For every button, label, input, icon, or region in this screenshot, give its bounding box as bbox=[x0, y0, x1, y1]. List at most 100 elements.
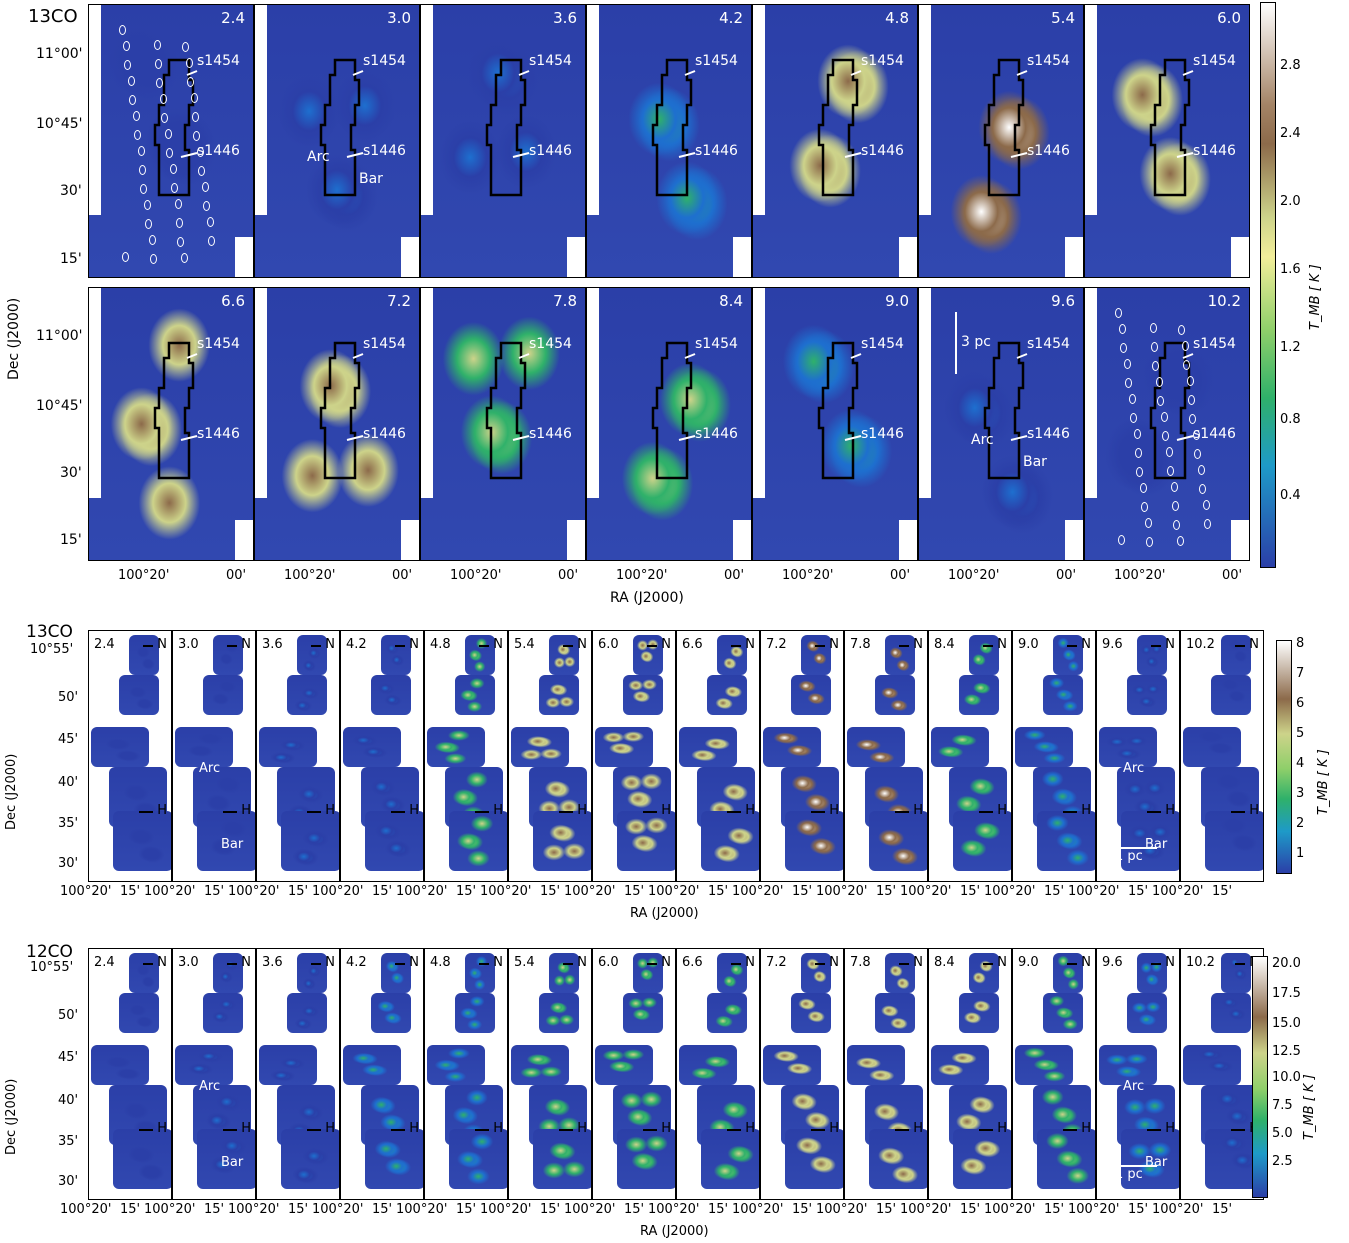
channel-panel: 5.4 s1454 s1446 bbox=[918, 4, 1084, 278]
north-marker: N bbox=[1249, 637, 1259, 652]
region-contour bbox=[983, 341, 1028, 480]
channel-panel: 8.4 N H bbox=[928, 948, 1012, 1200]
xtick: 15' bbox=[1128, 884, 1149, 899]
ytick: 40' bbox=[58, 1093, 79, 1108]
map-region bbox=[465, 953, 495, 993]
velocity-label: 6.6 bbox=[682, 955, 703, 970]
velocity-label: 10.2 bbox=[1207, 292, 1241, 310]
pointer-line bbox=[850, 70, 862, 76]
map-region bbox=[129, 953, 159, 993]
colorbar-tick: 6 bbox=[1296, 696, 1305, 711]
source-ellipse bbox=[156, 78, 163, 88]
xtick: 100°20' bbox=[984, 1202, 1036, 1217]
source-ellipse bbox=[193, 131, 200, 141]
source-ellipse bbox=[1136, 467, 1143, 477]
map-region bbox=[511, 727, 569, 767]
ytick: 35' bbox=[58, 816, 79, 831]
xtick: 100°20' bbox=[948, 568, 1000, 583]
velocity-label: 6.0 bbox=[598, 955, 619, 970]
xtick: 100°20' bbox=[648, 1202, 700, 1217]
map-region bbox=[885, 635, 915, 675]
source-ellipse bbox=[133, 111, 140, 121]
north-marker: N bbox=[745, 637, 755, 652]
map-region bbox=[371, 993, 411, 1033]
bar-label: Bar bbox=[1145, 837, 1168, 852]
channel-panel: 4.8 N H bbox=[424, 630, 508, 882]
map-region bbox=[343, 727, 401, 767]
map-region bbox=[455, 993, 495, 1033]
source-ellipse bbox=[198, 166, 205, 176]
pointer-line bbox=[1010, 435, 1028, 441]
xtick: 00' bbox=[558, 568, 579, 583]
north-marker: N bbox=[997, 955, 1007, 970]
source-ellipse bbox=[165, 129, 172, 139]
channel-panel: 2.4 s1454 s1446 bbox=[88, 4, 254, 278]
colorbar-tick: 12.5 bbox=[1272, 1044, 1301, 1059]
pointer-line bbox=[844, 435, 862, 441]
map-region bbox=[129, 635, 159, 675]
bar-label: Bar bbox=[221, 837, 244, 852]
xtick: 100°20' bbox=[60, 884, 112, 899]
bot-ylabel: Dec (J2000) bbox=[4, 1078, 19, 1155]
source-ellipse bbox=[1119, 324, 1126, 334]
source-ellipse bbox=[1199, 484, 1206, 494]
contour-path bbox=[1149, 341, 1191, 480]
xtick: 00' bbox=[392, 568, 413, 583]
map-region bbox=[1015, 1045, 1073, 1085]
blank-region bbox=[733, 520, 751, 560]
source-ellipse bbox=[1141, 502, 1148, 512]
north-marker: N bbox=[577, 637, 587, 652]
pointer-line bbox=[346, 435, 364, 441]
mid-molecule-label: 13CO bbox=[26, 622, 73, 642]
xtick: 15' bbox=[624, 884, 645, 899]
marker-dash bbox=[307, 1129, 321, 1131]
channel-panel: 7.8 s1454 s1446 bbox=[420, 287, 586, 561]
contour-path bbox=[319, 341, 361, 480]
blank-region bbox=[899, 520, 917, 560]
xtick: 100°20' bbox=[228, 884, 280, 899]
map-region bbox=[91, 727, 149, 767]
pointer-line bbox=[684, 353, 696, 359]
mid-colorbar-label: T_MB [ K ] bbox=[1316, 749, 1331, 815]
contour-path bbox=[817, 58, 859, 197]
map-region bbox=[287, 993, 327, 1033]
xtick: 100°20' bbox=[396, 884, 448, 899]
map-region bbox=[455, 675, 495, 715]
channel-panel: 5.4 N H bbox=[508, 630, 592, 882]
xtick: 100°20' bbox=[564, 884, 616, 899]
ytick: 50' bbox=[58, 1008, 79, 1023]
h-marker: H bbox=[493, 803, 503, 818]
pointer-line bbox=[1016, 70, 1028, 76]
channel-panel: 9.0 N H bbox=[1012, 948, 1096, 1200]
xtick: 15' bbox=[288, 884, 309, 899]
marker-dash bbox=[311, 645, 321, 647]
blank-region bbox=[401, 237, 419, 277]
colorbar-tick: 0.8 bbox=[1280, 412, 1301, 427]
xtick: 15' bbox=[204, 884, 225, 899]
region-contour bbox=[1149, 58, 1194, 197]
source-ellipse bbox=[170, 164, 177, 174]
map-region bbox=[1211, 675, 1251, 715]
channel-panel: 8.4 s1454 s1446 bbox=[586, 287, 752, 561]
region-contour bbox=[153, 58, 198, 197]
contour-path bbox=[651, 341, 693, 480]
map-region bbox=[113, 1129, 171, 1189]
map-region bbox=[707, 993, 747, 1033]
s1454-label: s1454 bbox=[861, 336, 904, 352]
mid-xlabel: RA (J2000) bbox=[630, 906, 699, 921]
scale-bar bbox=[955, 312, 957, 374]
source-ellipse bbox=[1135, 448, 1142, 458]
xtick: 00' bbox=[1222, 568, 1243, 583]
pointer-line bbox=[1176, 152, 1194, 158]
region-contour bbox=[983, 58, 1028, 197]
xtick: 15' bbox=[1044, 1202, 1065, 1217]
source-ellipse bbox=[187, 77, 194, 87]
xtick: 100°20' bbox=[1152, 1202, 1204, 1217]
marker-dash bbox=[815, 963, 825, 965]
source-ellipse bbox=[1204, 519, 1211, 529]
blank-region bbox=[421, 288, 433, 498]
map-region bbox=[1037, 811, 1095, 871]
north-marker: N bbox=[1081, 637, 1091, 652]
velocity-label: 4.8 bbox=[430, 637, 451, 652]
north-marker: N bbox=[913, 955, 923, 970]
